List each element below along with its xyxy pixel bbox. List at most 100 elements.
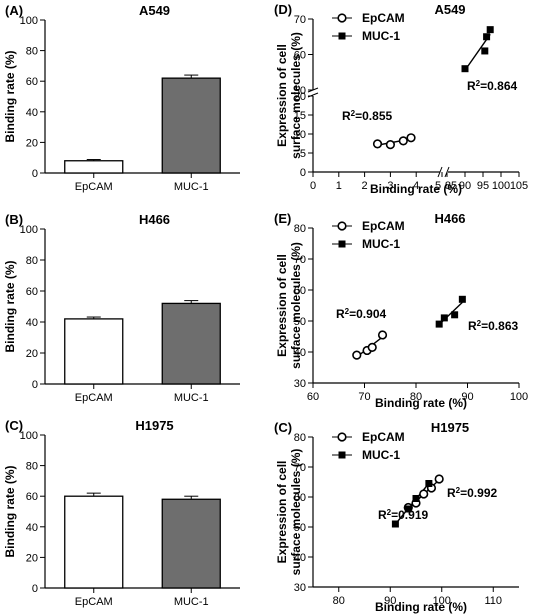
scatE-r2-muc-1: R2=0.863 xyxy=(468,319,518,334)
bar0-category-label: MUC-1 xyxy=(174,181,209,193)
bar2-title: H1975 xyxy=(135,418,173,433)
scatC2-ytick-label: 50 xyxy=(294,522,306,534)
scatD-ytick-label: 10 xyxy=(294,129,306,141)
bar1-panel-label: (B) xyxy=(5,212,23,227)
scatD-ytick-label: 5 xyxy=(300,148,306,160)
bar1-ytick-label: 80 xyxy=(26,255,38,267)
scatD-legend-marker xyxy=(337,13,347,23)
bar2-ytick-label: 60 xyxy=(26,491,38,503)
scatC2-point-muc-1 xyxy=(404,505,412,513)
scatE-xtick-label: 60 xyxy=(307,391,319,403)
scatC2-legend-marker xyxy=(337,432,347,442)
scatD-ytick-label: 70 xyxy=(294,14,306,26)
scatC2-point-epcam xyxy=(419,489,429,499)
scatD-point-epcam xyxy=(406,133,416,143)
bar2-ylabel: Binding rate (%) xyxy=(3,465,17,557)
scatD-legend-muc-1: MUC-1 xyxy=(362,29,400,43)
bar0-title: A549 xyxy=(139,3,170,18)
bar0-ytick-label: 20 xyxy=(26,137,38,149)
scatD-r2-epcam: R2=0.855 xyxy=(342,109,392,124)
scatD-legend-epcam: EpCAM xyxy=(362,11,405,25)
bar1-ytick-label: 40 xyxy=(26,317,38,329)
bar0-ytick-label: 80 xyxy=(26,46,38,58)
scatD-ylabel: Expression of cellsurface molecules (%) xyxy=(275,32,303,159)
bar1-ylabel: Binding rate (%) xyxy=(3,260,17,352)
scatD-xtick-label: 100 xyxy=(492,180,510,192)
bar0-category-label: EpCAM xyxy=(75,181,113,193)
bar0-ytick-label: 40 xyxy=(26,107,38,119)
scatE-panel-label: (E) xyxy=(274,211,291,226)
scatD-xtick-label: 0 xyxy=(310,180,316,192)
scatE-point-epcam xyxy=(377,330,388,340)
scatD-xtick-label: 95 xyxy=(477,180,489,192)
scatC2-legend-epcam: EpCAM xyxy=(362,430,405,444)
scatD-xtick-label: 3 xyxy=(387,180,393,192)
bar1-category-label: EpCAM xyxy=(75,392,113,404)
bar0-bar-epcam xyxy=(64,160,124,174)
bar1-bar-muc-1 xyxy=(161,302,221,385)
bar0-ytick-label: 60 xyxy=(26,76,38,88)
scatD-xtick-label: 5 xyxy=(435,180,441,192)
scatD-panel-label: (D) xyxy=(274,2,292,17)
scatD-title: A549 xyxy=(434,2,465,17)
scatD-point-epcam xyxy=(372,139,383,149)
scatD-point-epcam xyxy=(398,136,408,146)
scatD-xtick-label: 4 xyxy=(413,180,419,192)
bar1-title: H466 xyxy=(139,212,170,227)
scatC2-ytick-label: 60 xyxy=(294,492,306,504)
scatD-xlabel: Binding rate (%) xyxy=(370,182,462,196)
bar0-bar-muc-1 xyxy=(161,77,221,174)
scatE-xtick-label: 70 xyxy=(358,391,370,403)
scatE-ylabel: Expression of cellsurface molecules (%) xyxy=(275,242,303,369)
scatD-xtick-label: 2 xyxy=(362,180,368,192)
scatD-point-epcam xyxy=(385,140,396,150)
scatD-xtick-label: 105 xyxy=(510,180,528,192)
scatC2-point-muc-1 xyxy=(425,480,433,487)
bar2-category-label: MUC-1 xyxy=(174,596,209,608)
scatD-ytick-label: 50 xyxy=(294,85,306,97)
scatD-ytick-label: 60 xyxy=(294,50,306,62)
bar2-bar-muc-1 xyxy=(161,498,221,589)
scatE-point-epcam xyxy=(352,350,362,360)
scatE-ytick-label: 30 xyxy=(294,378,306,390)
scatD-fit-line-muc-1 xyxy=(464,33,491,71)
scatC2-title: H1975 xyxy=(431,420,469,435)
scatD-xtick-label: 1 xyxy=(336,180,342,192)
scatE-ytick-label: 80 xyxy=(294,223,306,235)
scatE-title: H466 xyxy=(434,211,465,226)
scatE-point-muc-1 xyxy=(451,311,459,319)
bar1-ytick-label: 100 xyxy=(20,224,38,236)
bar1-ytick-label: 60 xyxy=(26,286,38,298)
bar0-ylabel: Binding rate (%) xyxy=(3,50,17,142)
scatE-point-muc-1 xyxy=(458,295,466,303)
scatE-r2-epcam: R2=0.904 xyxy=(336,307,386,322)
scatE-ytick-label: 60 xyxy=(294,285,306,297)
scatE-point-muc-1 xyxy=(440,314,448,322)
scatC2-ytick-label: 70 xyxy=(294,462,306,474)
scatE-xtick-label: 90 xyxy=(461,391,473,403)
bar2-panel-label: (C) xyxy=(5,418,23,433)
bar0-ytick-label: 0 xyxy=(32,168,38,180)
scatC2-xtick-label: 80 xyxy=(333,595,345,607)
scatC2-point-epcam xyxy=(434,474,444,484)
bar2-category-label: EpCAM xyxy=(75,596,113,608)
scatD-ytick-label: 0 xyxy=(300,167,306,179)
scatD-x-break-mark xyxy=(437,166,443,178)
bar2-bar-epcam xyxy=(64,495,124,589)
scatD-point-muc-1 xyxy=(486,26,494,34)
bar0-ytick-label: 100 xyxy=(20,15,38,27)
scatC2-ylabel: Expression of cellsurface molecules (%) xyxy=(275,449,303,576)
scatC2-r2-muc-1: R2=0.992 xyxy=(447,486,497,501)
scatD-point-muc-1 xyxy=(481,47,489,55)
scatE-xlabel: Binding rate (%) xyxy=(375,396,467,410)
scatE-legend-marker xyxy=(337,221,347,231)
scatD-ytick-label: 20 xyxy=(294,91,306,103)
bar2-ytick-label: 20 xyxy=(26,552,38,564)
scatE-xtick-label: 80 xyxy=(410,391,422,403)
scatC2-legend-muc-1: MUC-1 xyxy=(362,448,400,462)
bar2-ytick-label: 100 xyxy=(20,430,38,442)
scatE-point-muc-1 xyxy=(435,320,443,328)
scatC2-point-muc-1 xyxy=(412,495,420,502)
bar1-ytick-label: 0 xyxy=(32,379,38,391)
